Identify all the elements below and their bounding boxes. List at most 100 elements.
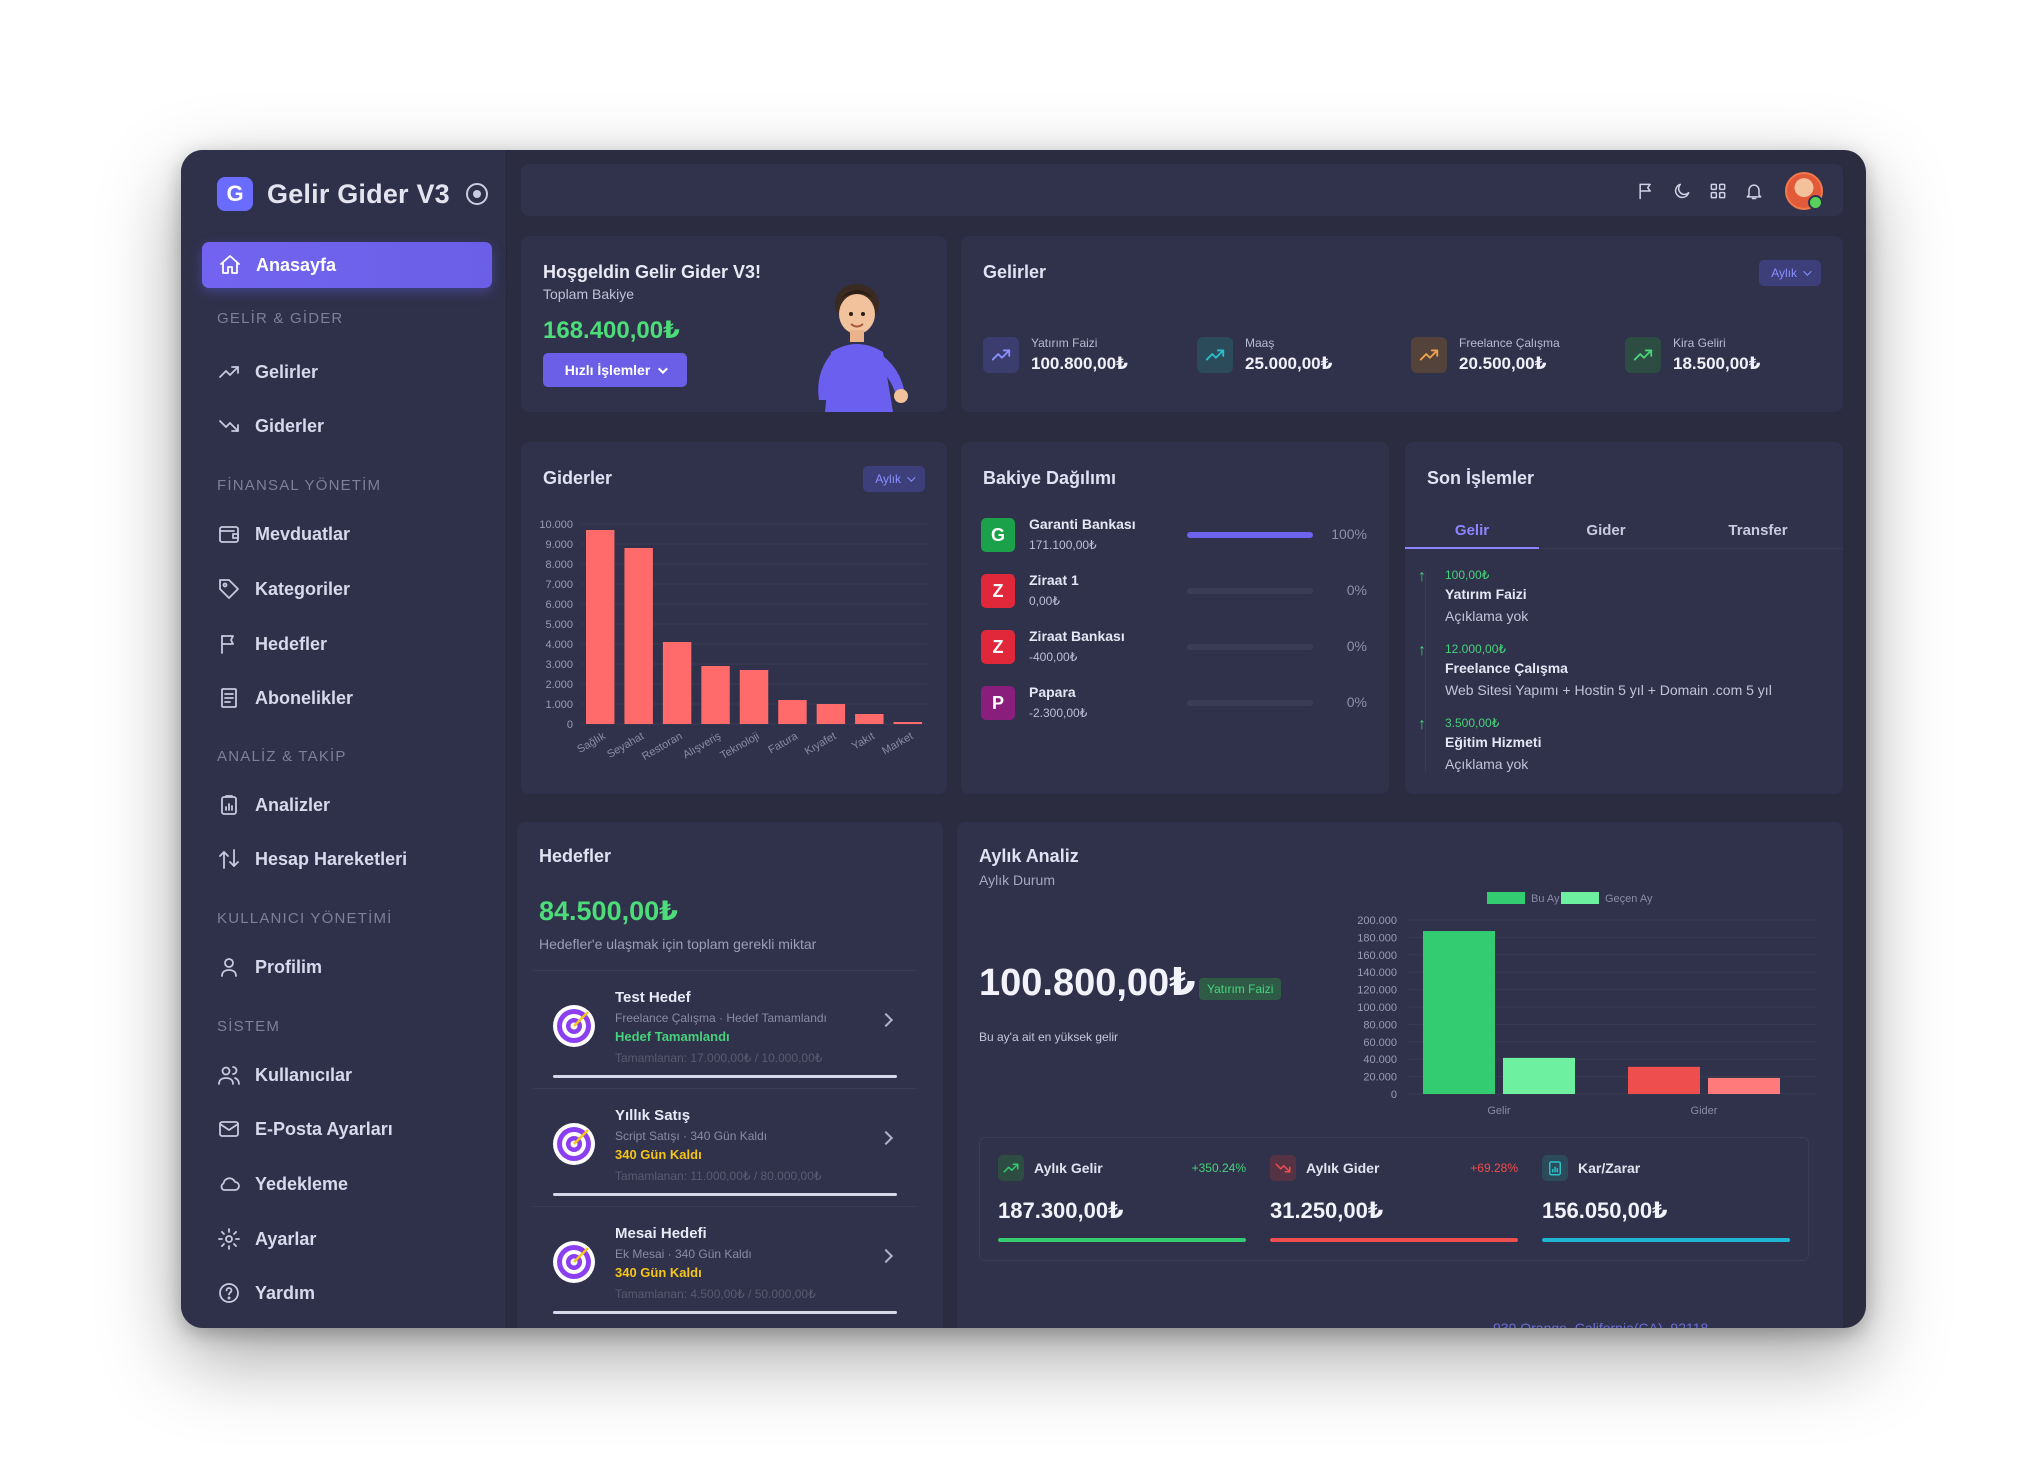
- goal-item[interactable]: Yıllık Satış Script Satışı · 340 Gün Kal…: [533, 1088, 917, 1198]
- sidebar-item-profilim[interactable]: Profilim: [217, 952, 322, 982]
- sidebar-item-yedekleme[interactable]: Yedekleme: [217, 1169, 348, 1199]
- sidebar-item-kategoriler[interactable]: Kategoriler: [217, 574, 350, 604]
- transaction-item[interactable]: 12.000,00₺ Freelance Çalışma Web Sitesi …: [1445, 642, 1772, 698]
- summary-value: 187.300,00₺: [998, 1198, 1124, 1223]
- user-icon: [217, 955, 241, 979]
- expenses-period-select[interactable]: Aylık: [863, 466, 925, 492]
- sidebar-toggle-icon[interactable]: [465, 183, 488, 205]
- quick-actions-button[interactable]: Hızlı İşlemler: [543, 353, 687, 387]
- trend-up-icon: [1197, 337, 1233, 373]
- chevron-down-icon: [907, 473, 916, 482]
- transaction-desc: Açıklama yok: [1445, 756, 1529, 772]
- sidebar-item-label: Yedekleme: [255, 1173, 349, 1194]
- legend-label: Geçen Ay: [1605, 893, 1653, 905]
- bank-progress-fill: [1187, 532, 1313, 538]
- trend-up-icon: [1625, 337, 1661, 373]
- bank-percent: 0%: [1346, 638, 1367, 654]
- sidebar: G Gelir Gider V3 Anasayfa GELİR & GİDER …: [181, 150, 507, 1328]
- avatar[interactable]: [1785, 172, 1823, 210]
- tab-gider[interactable]: Gider: [1586, 522, 1626, 539]
- transaction-title: Yatırım Faizi: [1445, 586, 1527, 602]
- summary-value: 156.050,00₺: [1542, 1198, 1668, 1223]
- trend-down-icon: [217, 414, 241, 438]
- y-tick-label: 0: [1391, 1089, 1397, 1101]
- topbar: [521, 164, 1843, 216]
- y-tick-label: 10.000: [539, 519, 573, 531]
- flag-icon[interactable]: [1635, 180, 1657, 202]
- x-tick-label: Sağlık: [575, 730, 608, 756]
- income-stat: Yatırım Faizi 100.800,00₺: [983, 336, 1128, 374]
- bank-logo-icon: Z: [981, 574, 1015, 608]
- x-tick-label: Alışveriş: [681, 730, 723, 761]
- sidebar-item-giderler[interactable]: Giderler: [217, 411, 324, 441]
- sidebar-item-gelirler[interactable]: Gelirler: [217, 357, 318, 387]
- summary-label: Kar/Zarar: [1578, 1160, 1641, 1176]
- highest-income-note: Bu ay'a ait en yüksek gelir: [979, 1030, 1119, 1044]
- chevron-down-icon: [658, 363, 669, 374]
- bar: [778, 700, 807, 724]
- sidebar-item-label: Hedefler: [255, 633, 328, 654]
- bell-icon[interactable]: [1743, 180, 1765, 202]
- tab-gelir[interactable]: Gelir: [1454, 522, 1490, 539]
- chevron-right-icon[interactable]: [878, 1248, 894, 1264]
- tab-transfer[interactable]: Transfer: [1728, 522, 1788, 539]
- sidebar-item-kullanicilar[interactable]: Kullanıcılar: [217, 1060, 352, 1090]
- monthly-bar-chart: Bu Ay Geçen Ay 200.000 180.000 160.000 140.00…: [1357, 892, 1817, 1117]
- goal-item[interactable]: Mesai Hedefi Ek Mesai · 340 Gün Kaldı 34…: [533, 1206, 917, 1316]
- clipboard-chart-icon: [1542, 1155, 1568, 1181]
- bank-row[interactable]: G Garanti Bankası 171.100,00₺ 100%: [981, 514, 1367, 554]
- bank-row[interactable]: P Papara -2.300,00₺ 0%: [981, 682, 1367, 722]
- brand[interactable]: G Gelir Gider V3: [217, 174, 488, 214]
- goal-progress-text: Tamamlanan: 17.000,00₺ / 10.000,00₺: [615, 1051, 823, 1065]
- monthly-analysis-card: Aylık Analiz Aylık Durum 100.800,00₺ Yat…: [957, 822, 1843, 1328]
- bank-amount: -400,00₺: [1029, 650, 1078, 664]
- chevron-right-icon[interactable]: [878, 1130, 894, 1146]
- income-stat: Freelance Çalışma 20.500,00₺: [1411, 336, 1560, 374]
- goals-note: Hedefler'e ulaşmak için toplam gerekli m…: [539, 936, 817, 952]
- sidebar-item-ayarlar[interactable]: Ayarlar: [217, 1224, 316, 1254]
- sidebar-item-mevduatlar[interactable]: Mevduatlar: [217, 519, 350, 549]
- balance-distribution-card: Bakiye Dağılımı G Garanti Bankası 171.100,…: [961, 442, 1389, 794]
- y-tick-label: 9.000: [545, 539, 573, 551]
- bank-row[interactable]: Z Ziraat Bankası -400,00₺ 0%: [981, 626, 1367, 666]
- sidebar-item-eposta-ayarlari[interactable]: E-Posta Ayarları: [217, 1114, 393, 1144]
- moon-icon[interactable]: [1671, 180, 1693, 202]
- legend-swatch: [1561, 892, 1599, 904]
- y-tick-label: 200.000: [1357, 915, 1397, 927]
- chevron-right-icon[interactable]: [878, 1012, 894, 1028]
- bank-progress-track: [1187, 644, 1313, 650]
- y-tick-label: 160.000: [1357, 950, 1397, 962]
- sidebar-item-abonelikler[interactable]: Abonelikler: [217, 683, 353, 713]
- goals-title: Hedefler: [539, 846, 612, 866]
- summary-change: +69.28%: [1470, 1161, 1518, 1175]
- bank-row[interactable]: Z Ziraat 1 0,00₺ 0%: [981, 570, 1367, 610]
- recent-transactions-card: Son İşlemler Gelir Gider Transfer ↑ 100,…: [1405, 442, 1843, 794]
- x-tick-label: Kıyafet: [803, 730, 839, 758]
- sidebar-item-hedefler[interactable]: Hedefler: [217, 629, 327, 659]
- summary-change: +350.24%: [1191, 1161, 1246, 1175]
- sidebar-item-hesap-hareketleri[interactable]: Hesap Hareketleri: [217, 844, 407, 874]
- transaction-item[interactable]: 3.500,00₺ Eğitim Hizmeti Açıklama yok: [1445, 716, 1541, 772]
- goal-progress-text: Tamamlanan: 11.000,00₺ / 80.000,00₺: [615, 1169, 822, 1183]
- transaction-item[interactable]: 100,00₺ Yatırım Faizi Açıklama yok: [1445, 568, 1528, 624]
- sidebar-item-anasayfa[interactable]: Anasayfa: [202, 242, 492, 288]
- sidebar-item-analizler[interactable]: Analizler: [217, 790, 330, 820]
- highest-income-badge: Yatırım Faizi: [1199, 978, 1282, 1000]
- recent-transactions-title: Son İşlemler: [1427, 468, 1535, 488]
- x-tick-label: Market: [880, 730, 915, 757]
- sidebar-item-label: Hesap Hareketleri: [255, 848, 408, 869]
- y-tick-label: 80.000: [1363, 1019, 1397, 1031]
- flag-icon: [217, 632, 241, 656]
- grid-icon[interactable]: [1707, 180, 1729, 202]
- goal-item[interactable]: Test Hedef Freelance Çalışma · Hedef Tam…: [533, 970, 917, 1080]
- sidebar-item-label: Kategoriler: [255, 578, 351, 599]
- y-tick-label: 100.000: [1357, 1002, 1397, 1014]
- income-period-select[interactable]: Aylık: [1759, 260, 1821, 286]
- bar: [585, 530, 615, 724]
- goal-progress-bar: [553, 1311, 897, 1314]
- bank-name: Papara: [1029, 684, 1076, 700]
- goal-status: 340 Gün Kaldı: [615, 1147, 702, 1162]
- nav-section-title: ANALİZ & TAKİP: [217, 748, 347, 765]
- bank-progress-track: [1187, 532, 1313, 538]
- sidebar-item-yardim[interactable]: Yardım: [217, 1278, 315, 1308]
